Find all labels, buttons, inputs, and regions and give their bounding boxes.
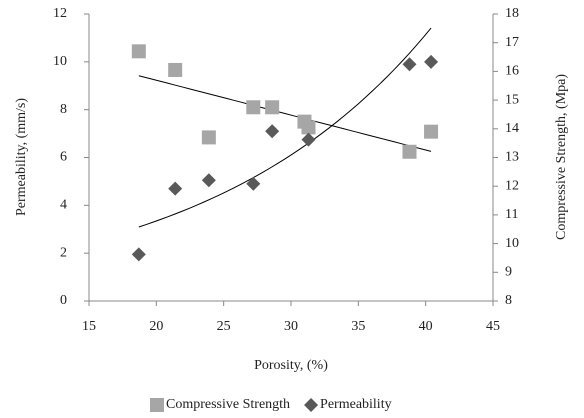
marker bbox=[424, 54, 439, 69]
y2-tick-label: 15 bbox=[505, 92, 519, 107]
y-tick-label: 10 bbox=[53, 54, 67, 69]
marker bbox=[168, 181, 183, 196]
legend-marker bbox=[150, 398, 164, 412]
y-tick-label: 4 bbox=[60, 198, 67, 213]
legend-label: Permeability bbox=[320, 397, 392, 412]
y2-tick-label: 12 bbox=[505, 178, 519, 193]
marker bbox=[246, 176, 261, 191]
marker bbox=[246, 100, 261, 115]
y2-tick-label: 13 bbox=[505, 150, 519, 165]
marker bbox=[402, 144, 417, 159]
marker bbox=[131, 247, 146, 262]
marker bbox=[301, 132, 316, 147]
y2-axis-title: Compressive Strength, (Mpa) bbox=[554, 74, 569, 240]
y-tick-label: 6 bbox=[60, 150, 67, 165]
y2-tick-label: 8 bbox=[505, 293, 512, 308]
y2-tick-label: 11 bbox=[505, 207, 518, 222]
marker bbox=[265, 100, 280, 115]
y2-tick-label: 14 bbox=[505, 121, 519, 136]
y-axis-title: Permeability, (mm/s) bbox=[14, 98, 29, 216]
marker bbox=[301, 120, 316, 135]
marker bbox=[265, 124, 280, 139]
marker bbox=[201, 173, 216, 188]
y-tick-label: 8 bbox=[60, 102, 67, 117]
x-tick-label: 30 bbox=[284, 319, 298, 334]
x-tick-label: 20 bbox=[149, 319, 163, 334]
y-tick-label: 12 bbox=[53, 6, 67, 21]
y-tick-label: 2 bbox=[60, 245, 67, 260]
marker bbox=[168, 62, 183, 77]
y2-tick-label: 10 bbox=[505, 236, 519, 251]
x-tick-label: 35 bbox=[351, 319, 365, 334]
y-tick-label: 0 bbox=[60, 293, 67, 308]
y2-tick-label: 9 bbox=[505, 265, 512, 280]
y2-tick-label: 16 bbox=[505, 64, 519, 79]
x-axis-title: Porosity, (%) bbox=[254, 358, 328, 373]
marker bbox=[402, 57, 417, 72]
x-tick-label: 15 bbox=[82, 319, 96, 334]
x-tick-label: 25 bbox=[217, 319, 231, 334]
trendline bbox=[138, 27, 432, 228]
legend-label: Compressive Strength bbox=[166, 397, 290, 412]
trendline bbox=[138, 75, 432, 152]
marker bbox=[424, 124, 439, 139]
legend-marker bbox=[304, 398, 319, 412]
y2-tick-label: 17 bbox=[505, 35, 519, 50]
y2-tick-label: 18 bbox=[505, 6, 519, 21]
x-tick-label: 40 bbox=[419, 319, 433, 334]
x-tick-label: 45 bbox=[486, 319, 500, 334]
marker bbox=[131, 44, 146, 59]
marker bbox=[201, 130, 216, 145]
